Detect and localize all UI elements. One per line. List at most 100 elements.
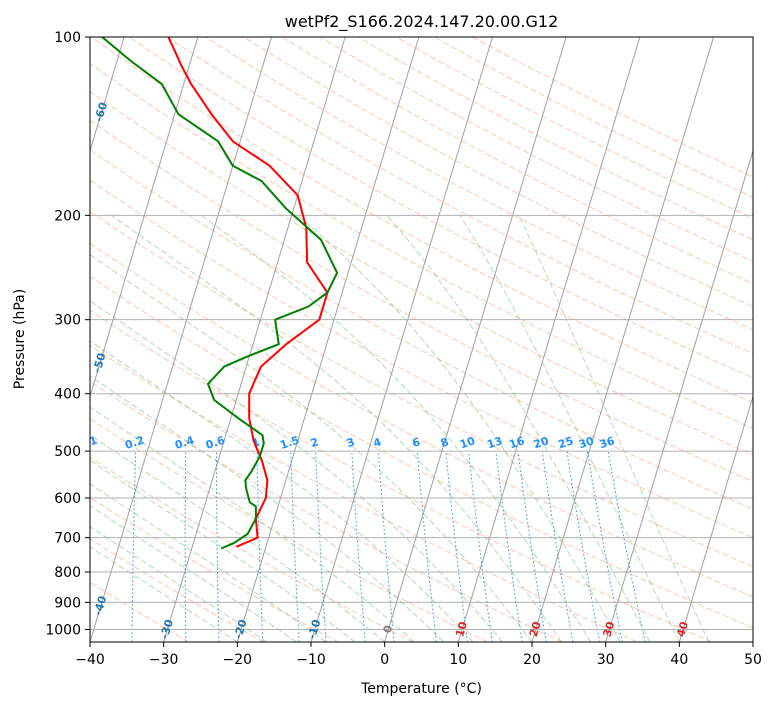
isotherm bbox=[90, 37, 199, 399]
dry-adiabat bbox=[90, 62, 753, 429]
mixing-ratio-label: 0.6 bbox=[204, 433, 227, 451]
x-tick-label: −10 bbox=[296, 652, 326, 668]
x-tick-label: 50 bbox=[744, 652, 762, 668]
moist-adiabat bbox=[297, 214, 621, 642]
moist-adiabat bbox=[90, 406, 415, 642]
mixing-ratio-label: 1 bbox=[250, 435, 261, 450]
y-axis-ticks: 100 200 300 400 500 600 700 800 900 1000 bbox=[45, 30, 90, 638]
x-tick-label: −30 bbox=[149, 652, 179, 668]
mixing-ratio-line bbox=[351, 451, 366, 642]
background-lines bbox=[82, 37, 753, 642]
dry-adiabat bbox=[90, 37, 753, 404]
dry-adiabat bbox=[90, 309, 712, 642]
y-tick-label: 800 bbox=[54, 565, 81, 581]
mixing-ratio-line bbox=[541, 451, 574, 642]
dry-adiabat bbox=[90, 344, 638, 642]
moist-adiabat bbox=[110, 214, 562, 642]
dry-adiabat bbox=[243, 37, 753, 307]
x-axis-title: Temperature (°C) bbox=[360, 681, 482, 697]
mixing-ratio-line bbox=[377, 451, 395, 642]
moist-adiabat bbox=[90, 505, 297, 642]
x-tick-label: 10 bbox=[449, 652, 467, 668]
dry-adiabat bbox=[90, 496, 339, 642]
chart-title: wetPf2_S166.2024.147.20.00.G12 bbox=[285, 12, 559, 32]
x-tick-label: 40 bbox=[670, 652, 688, 668]
moist-adiabat bbox=[90, 459, 356, 642]
dewpoint-line bbox=[101, 37, 339, 550]
isotherm-label: -60 bbox=[92, 100, 110, 123]
dry-adiabat bbox=[90, 149, 753, 510]
dry-adiabat bbox=[90, 90, 753, 456]
x-axis-ticks: −40 −30 −20 −10 0 10 20 30 40 50 bbox=[75, 642, 762, 668]
dry-adiabat bbox=[90, 456, 414, 642]
moist-adiabat bbox=[90, 434, 386, 642]
isotherm-label: -40 bbox=[91, 594, 109, 617]
mixing-ratio-line bbox=[586, 451, 623, 642]
isotherm-label: 10 bbox=[453, 620, 470, 639]
isotherm bbox=[310, 37, 493, 642]
isotherm bbox=[605, 149, 753, 642]
pressure-gridlines bbox=[90, 37, 753, 630]
dry-adiabat bbox=[90, 275, 753, 629]
isotherm bbox=[752, 640, 753, 642]
mixing-ratio-line bbox=[416, 451, 437, 642]
moist-adiabat bbox=[90, 526, 268, 642]
isotherm bbox=[163, 37, 346, 642]
profile-lines bbox=[101, 37, 339, 550]
mixing-ratio-label: 36 bbox=[598, 434, 617, 451]
y-tick-label: 1000 bbox=[45, 622, 81, 638]
moist-adiabat bbox=[200, 214, 592, 642]
dry-adiabat bbox=[167, 37, 753, 355]
temperature-line bbox=[167, 37, 329, 548]
y-tick-label: 300 bbox=[54, 313, 81, 329]
mixing-ratio-label: 25 bbox=[557, 434, 576, 451]
mixing-ratio-label: 6 bbox=[411, 435, 423, 450]
mixing-ratio-line bbox=[82, 451, 89, 642]
isotherm bbox=[457, 37, 641, 642]
dry-adiabat bbox=[395, 37, 753, 219]
mixing-ratio-label: 10 bbox=[458, 434, 477, 451]
x-tick-label: −40 bbox=[75, 652, 105, 668]
dry-adiabat bbox=[90, 179, 753, 539]
mixing-ratio-label: 20 bbox=[532, 434, 551, 451]
contour-labels: 0.10.20.40.611.52346810131620253036-100-… bbox=[76, 100, 691, 641]
mixing-ratio-label: 4 bbox=[372, 435, 384, 450]
mixing-ratio-line bbox=[131, 451, 137, 642]
mixing-ratio-label: 16 bbox=[508, 434, 527, 451]
mixing-ratio-label: 13 bbox=[485, 434, 504, 451]
isotherm bbox=[90, 37, 272, 642]
isotherm-label: 20 bbox=[527, 620, 544, 639]
isotherm-label: -50 bbox=[90, 351, 108, 374]
dry-adiabat bbox=[90, 119, 753, 483]
x-tick-label: −20 bbox=[223, 652, 253, 668]
isotherm bbox=[384, 37, 567, 642]
mixing-ratio-label: 0.4 bbox=[173, 433, 196, 451]
dry-adiabat bbox=[281, 37, 753, 285]
y-axis-title: Pressure (hPa) bbox=[12, 289, 28, 389]
isotherm-label: 30 bbox=[601, 620, 618, 639]
plot-frame bbox=[89, 36, 754, 643]
y-tick-label: 900 bbox=[54, 595, 81, 611]
moist-adiabat bbox=[90, 253, 533, 642]
mixing-ratio-label: 0.1 bbox=[76, 434, 99, 452]
mixing-ratio-label: 3 bbox=[345, 435, 356, 450]
y-tick-label: 100 bbox=[54, 30, 81, 46]
mixing-ratio-label: 30 bbox=[577, 434, 596, 451]
mixing-ratio-line bbox=[184, 451, 187, 642]
isotherm bbox=[531, 37, 714, 642]
y-tick-label: 500 bbox=[54, 444, 81, 460]
x-tick-label: 0 bbox=[380, 652, 389, 668]
dry-adiabat bbox=[90, 538, 264, 642]
mixing-ratio-label: 0.2 bbox=[123, 434, 146, 452]
isotherm bbox=[236, 37, 420, 642]
mixing-ratio-line bbox=[445, 451, 468, 642]
isotherm-label: -20 bbox=[232, 618, 250, 641]
mixing-ratio-line bbox=[216, 451, 220, 642]
dry-adiabat bbox=[90, 418, 488, 642]
isotherm-label: -30 bbox=[158, 618, 176, 641]
moist-adiabat bbox=[90, 546, 238, 642]
moist-adiabat bbox=[90, 483, 327, 642]
dry-adiabat bbox=[90, 380, 563, 642]
mixing-ratio-label: 2 bbox=[309, 435, 320, 450]
